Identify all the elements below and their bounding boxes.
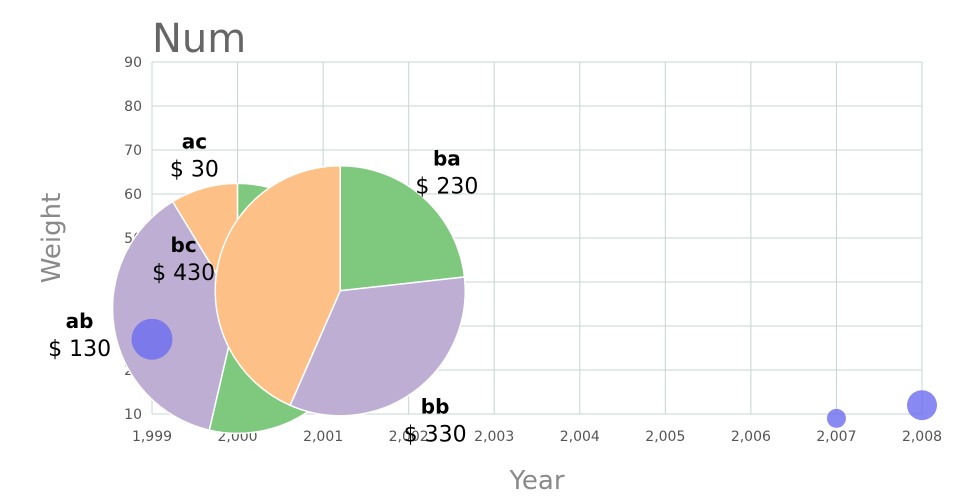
- pie-slice-ba: [339, 165, 466, 292]
- pie-slice-ab: [111, 200, 239, 432]
- pie-slice-bc: [214, 165, 341, 407]
- y-axis-title: Weight: [37, 193, 67, 284]
- slice-label-value: $ 30: [170, 157, 219, 182]
- bubbles: [131, 318, 937, 428]
- x-tick-label: 2,001: [303, 429, 343, 445]
- slice-label-name: bb: [421, 395, 450, 419]
- x-tick-label: 2,006: [731, 429, 771, 445]
- slice-label-value: $ 230: [415, 175, 478, 200]
- bubble-point: [826, 408, 846, 428]
- slice-label-value: $ 430: [152, 261, 215, 286]
- x-tick-label: 1,999: [132, 429, 172, 445]
- slice-label-name: ab: [66, 309, 94, 333]
- slice-label-value: $ 130: [48, 337, 111, 362]
- pie-groups: [111, 165, 466, 435]
- slice-label-value: $ 330: [404, 423, 467, 448]
- pie-slice-bb: [289, 276, 466, 417]
- slice-label-name: bc: [171, 233, 197, 257]
- y-tick-label: 10: [124, 407, 142, 423]
- x-tick-label: 2,003: [474, 429, 514, 445]
- y-tick-label: 80: [124, 99, 142, 115]
- x-axis-title: Year: [508, 466, 564, 496]
- x-tick-label: 2,004: [560, 429, 600, 445]
- pie-2: [214, 165, 466, 417]
- y-tick-label: 70: [124, 143, 142, 159]
- slice-labels: ac $ 30 ab $ 130 ba $ 230 bb $ 330 bc $ 430: [48, 129, 478, 447]
- chart-title: Num: [152, 16, 246, 62]
- x-tick-label: 2,008: [902, 429, 942, 445]
- bubble-point: [907, 390, 937, 421]
- x-tick-label: 2,005: [645, 429, 685, 445]
- slice-label-name: ba: [433, 147, 461, 171]
- x-tick-label: 2,007: [816, 429, 856, 445]
- slice-label-name: ac: [182, 129, 207, 153]
- x-tick-label: 2,002: [389, 429, 429, 445]
- y-tick-label: 90: [124, 55, 142, 71]
- y-tick-label: 60: [124, 187, 142, 203]
- bubble-point: [131, 318, 173, 360]
